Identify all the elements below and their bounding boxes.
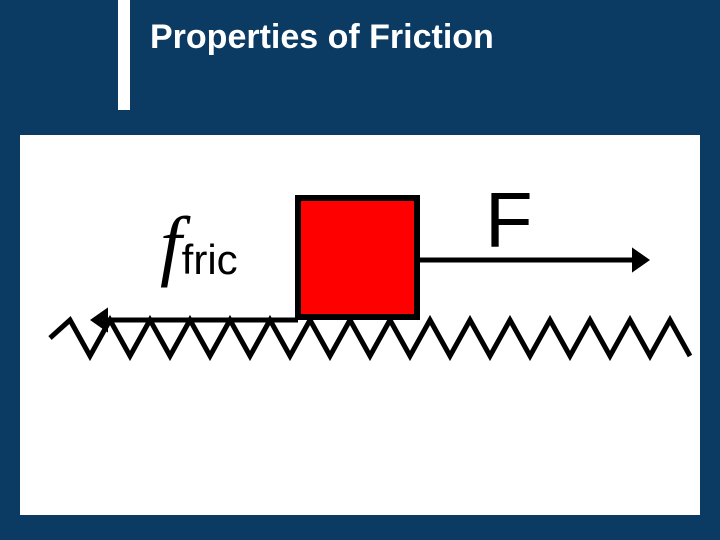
friction-force-arrow xyxy=(20,135,700,515)
header-divider xyxy=(118,0,130,110)
applied-force-label: F xyxy=(485,175,533,266)
friction-force-label: ffric xyxy=(160,200,238,290)
diagram-canvas: ffric F xyxy=(20,135,700,515)
slide-title: Properties of Friction xyxy=(150,18,494,57)
slide: Properties of Friction ffric F xyxy=(0,0,720,540)
friction-subscript: fric xyxy=(182,236,238,283)
friction-symbol: f xyxy=(160,201,182,288)
